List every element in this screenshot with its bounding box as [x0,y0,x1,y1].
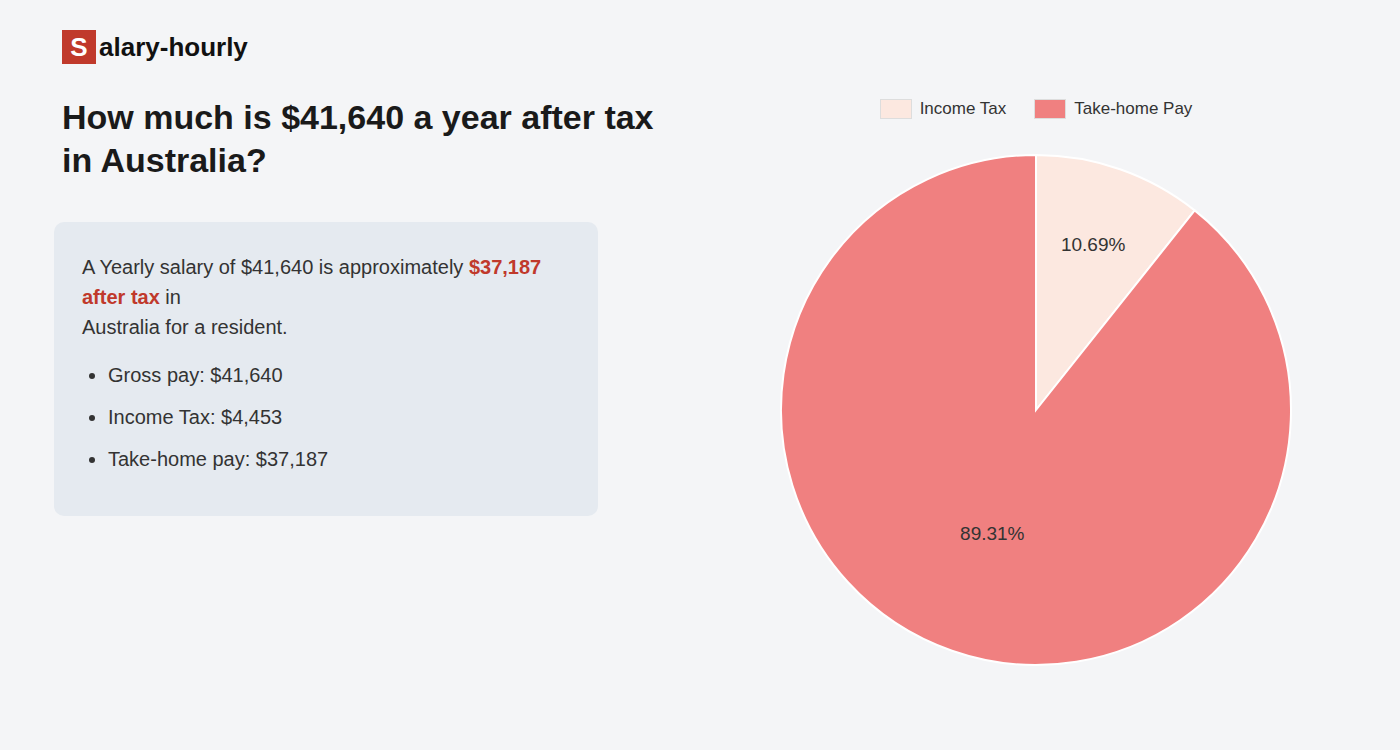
legend-item: Income Tax [880,99,1007,119]
legend-item: Take-home Pay [1034,99,1192,119]
legend-label: Income Tax [920,99,1007,119]
legend-swatch [880,99,912,119]
data-label: 10.69% [1061,234,1126,255]
summary-text: Australia for a resident. [82,316,288,338]
summary: A Yearly salary of $41,640 is approximat… [82,252,570,342]
bullet-item: Gross pay: $41,640 [108,360,570,390]
logo-text: alary-hourly [99,32,248,63]
legend-swatch [1034,99,1066,119]
bullet-item: Take-home pay: $37,187 [108,444,570,474]
info-box: A Yearly salary of $41,640 is approximat… [54,222,598,516]
pie-slice [781,155,1291,665]
summary-text: in [160,286,181,308]
bullet-list: Gross pay: $41,640 Income Tax: $4,453 Take… [82,360,570,474]
slices [781,155,1291,665]
data-label: 89.31% [960,523,1025,544]
title: How much is $41,640 a year after tax in … [62,96,662,181]
logo: Salary-hourly [62,30,248,64]
summary-text: A Yearly salary of $41,640 is approximat… [82,256,469,278]
data-labels: 10.69% 89.31% [960,234,1125,544]
bullet-item: Income Tax: $4,453 [108,402,570,432]
legend-label: Take-home Pay [1074,99,1192,119]
legend: Income Tax Take-home Pay [700,99,1372,119]
logo-mark: S [62,30,96,64]
